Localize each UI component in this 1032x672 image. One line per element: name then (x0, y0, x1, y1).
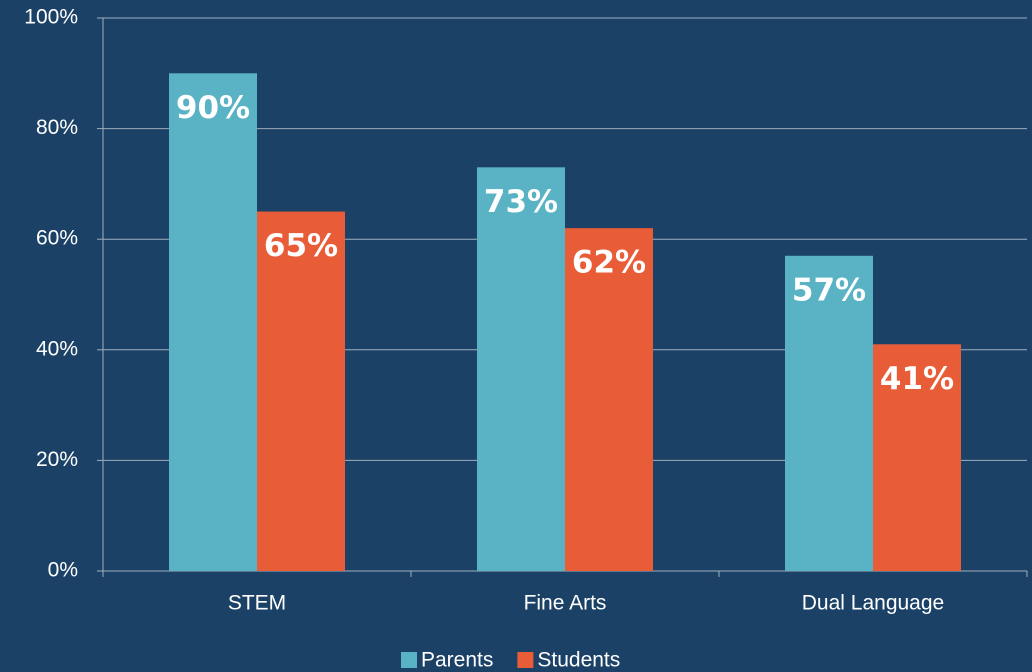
bar (873, 344, 961, 571)
bar (477, 167, 565, 571)
bar (169, 73, 257, 572)
value-label: 90% (176, 90, 250, 126)
x-tick-label: STEM (228, 592, 286, 615)
bar (565, 228, 653, 571)
y-tick-label: 80% (36, 116, 78, 139)
legend-label: Parents (421, 649, 493, 672)
x-tick-label: Dual Language (802, 592, 944, 615)
value-label: 65% (264, 228, 338, 264)
bar (257, 211, 345, 572)
x-tick-label: Fine Arts (524, 592, 607, 615)
bar (785, 255, 873, 572)
y-tick-label: 20% (36, 448, 78, 471)
legend-swatch (401, 652, 417, 668)
legend-label: Students (537, 649, 620, 672)
y-tick-label: 40% (36, 337, 78, 360)
value-label: 73% (484, 184, 558, 220)
legend-swatch (517, 652, 534, 668)
value-label: 57% (792, 272, 866, 308)
y-tick-label: 60% (36, 227, 78, 250)
value-label: 41% (880, 361, 954, 397)
y-tick-label: 0% (48, 559, 78, 582)
y-tick-label: 100% (24, 6, 78, 29)
value-label: 62% (572, 245, 646, 281)
